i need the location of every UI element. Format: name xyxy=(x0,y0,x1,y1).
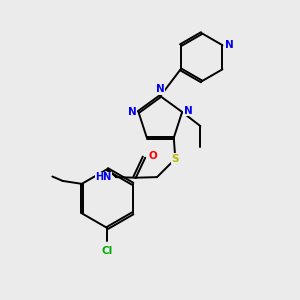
Text: N: N xyxy=(225,40,233,50)
Text: N: N xyxy=(128,107,137,117)
Text: N: N xyxy=(156,84,165,94)
Text: HN: HN xyxy=(95,172,112,182)
Text: Cl: Cl xyxy=(102,246,113,256)
Text: N: N xyxy=(184,106,193,116)
Text: S: S xyxy=(172,154,179,164)
Text: O: O xyxy=(148,151,157,161)
